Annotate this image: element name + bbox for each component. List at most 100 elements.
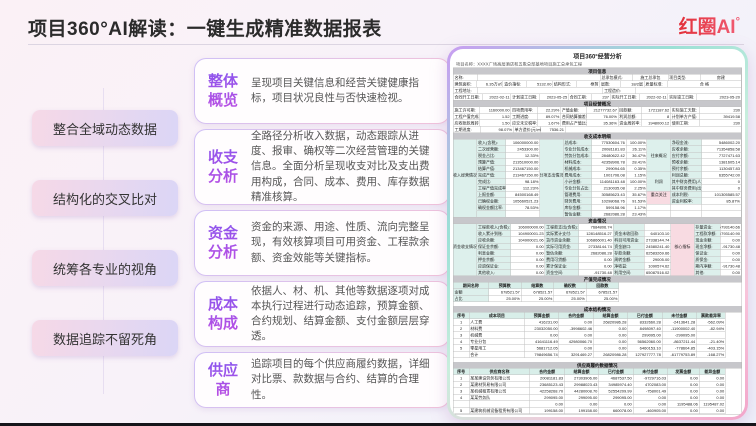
sheet-cell: 0.00 bbox=[598, 401, 634, 408]
sheet-cell bbox=[453, 146, 478, 153]
sheet-cell: 112.23% bbox=[505, 185, 540, 192]
sheet-cell bbox=[702, 204, 742, 211]
sheet-cell: -778604.85 bbox=[662, 345, 697, 352]
sheet-cell: 费用可贷额: bbox=[545, 256, 580, 263]
sheet-cell: 0.00 bbox=[720, 250, 742, 257]
sheet-cell bbox=[539, 211, 564, 218]
sheet-cell bbox=[539, 146, 564, 153]
sheet-cell bbox=[647, 185, 671, 192]
sheet-cell: 299095.00 bbox=[530, 394, 565, 401]
sheet-cell: 结算产值: bbox=[477, 165, 506, 172]
sheet-cell: 199158.00 bbox=[530, 407, 565, 414]
sheet-cell: 2682086.28 bbox=[579, 250, 614, 257]
sheet-cell bbox=[453, 152, 478, 159]
sheet-cell: 结构形式: bbox=[552, 81, 577, 88]
sheet-cell: 660078.00 bbox=[598, 407, 634, 414]
sheet-cell: 项目经营概况 bbox=[453, 100, 742, 107]
sheet-cell: 2 bbox=[453, 325, 470, 332]
sheet-cell: 0.00 bbox=[667, 407, 700, 414]
sheet-cell: 27338144.74 bbox=[644, 237, 671, 244]
sheet-cell bbox=[647, 146, 671, 153]
sheet-cell: 其他: bbox=[694, 269, 721, 276]
sheet-cell: 599158.96 bbox=[592, 204, 627, 211]
sheet-cell: 暂估金额: bbox=[563, 211, 593, 218]
sheet-cell bbox=[670, 230, 695, 237]
sheet-cell: 0.35% bbox=[626, 165, 648, 172]
pill-label: 整合全域动态数据 bbox=[52, 121, 157, 137]
sheet-cell bbox=[670, 263, 695, 270]
sheet-cell: -2413641.28 bbox=[662, 319, 697, 326]
card-funds-desc: 资金的来源、用途、性质、流向完整呈现，有效核算项目可用资金、工程款余额、资金效能… bbox=[251, 221, 430, 264]
sheet-cell: 1.17% bbox=[626, 204, 648, 211]
sheet-cell: 1721187.62 bbox=[641, 107, 671, 114]
sheet-row: 合同开工日期: 2022-02-11 计划竣工日期: 2023-05-25 合同工期: 2… bbox=[453, 94, 742, 101]
sheet-cell: 26.11% bbox=[626, 146, 648, 153]
brand-logo-text: 红圈AI bbox=[678, 17, 736, 38]
sheet-cell: 4 bbox=[453, 338, 470, 345]
sheet-cell: 299095.00 bbox=[564, 394, 599, 401]
sheet-cell: 2 bbox=[453, 381, 470, 388]
sheet-cell: 230 bbox=[699, 120, 742, 127]
sheet-cell: -3998602.46 bbox=[559, 325, 594, 332]
sheet-cell: 合同结算偏差率: bbox=[560, 113, 587, 120]
sheet-row: 利息金额: 0.00 暂估余额: 2682086.28 存款余额: 62583269.66… bbox=[453, 250, 742, 257]
sheet-cell: 劳务分包成本: bbox=[563, 152, 593, 159]
sheet-cell: 678521.57 bbox=[521, 289, 554, 296]
sheet-cell: 票款差异率 bbox=[696, 312, 726, 319]
sheet-row: 应收余额: 104900021.06 货币资金余额: 106866001.40 科目可用… bbox=[453, 237, 742, 244]
sheet-cell: 6355742.00 bbox=[702, 172, 742, 179]
sheet-cell: 1195488.06 bbox=[667, 401, 700, 408]
sheet-cell: 未付金额 bbox=[662, 312, 697, 319]
sheet-cell: 25.00% bbox=[586, 295, 619, 302]
sheet-cell: 230 bbox=[699, 107, 742, 114]
sheet-cell: 25.00% bbox=[488, 295, 522, 302]
brand-degree-mark: ° bbox=[735, 16, 740, 28]
sheet-cell bbox=[647, 139, 671, 146]
sheet-cell: 某机械租赁有限公司 bbox=[469, 388, 531, 395]
sheet-row: 预算产值: 213510000.00 材料成本: 42358906.78 28.41% 预… bbox=[453, 159, 742, 166]
card-income-expense-label: 收支 分析 bbox=[195, 130, 251, 204]
sheet-row: 0.00 0.00 0.00 0.00 1195488.06 1195487.02 bbox=[453, 401, 742, 408]
sheet-cell bbox=[453, 224, 478, 231]
sheet-cell: 其他收入: bbox=[477, 269, 512, 276]
card-supplier: 供应商 追踪项目的每个供应商履约数据，详细对比票、款数据与合约、结算的合理性。 bbox=[194, 352, 450, 408]
sheet-cell: 77530604.76 bbox=[592, 139, 627, 146]
sheet-cell: 资金周转率: bbox=[618, 120, 642, 127]
sheet-cell: 101305585.57 bbox=[702, 191, 742, 198]
sheet-cell: 213510000.00 bbox=[505, 159, 540, 166]
sheet-cell: 机械费 bbox=[469, 332, 525, 339]
sheet-cell bbox=[539, 165, 564, 172]
sheet-cell: 35.67% bbox=[626, 191, 648, 198]
sheet-cell: 0.00 bbox=[699, 381, 726, 388]
sheet-cell: 实际竣工日期: bbox=[668, 94, 697, 101]
sheet-cell: 10298068.76 bbox=[592, 198, 627, 205]
sheet-cell: 25.00% bbox=[553, 295, 587, 302]
sheet-cell: 62583269.66 bbox=[644, 250, 671, 257]
sheet-cell: 专业分包成本: bbox=[563, 146, 593, 153]
sheet-row: 序号 供应商名称 合约金额 结算金额 已付金额 未付金额 发票金额 差异金额 bbox=[453, 368, 742, 375]
sheet-cell: 23032050.00 bbox=[524, 325, 560, 332]
sheet-cell: 0.00 bbox=[593, 332, 628, 339]
sheet-cell bbox=[539, 198, 564, 205]
sheet-cell: 0.00 bbox=[530, 401, 565, 408]
sheet-cell bbox=[670, 256, 695, 263]
sheet-cell: 71354858.58 bbox=[702, 146, 742, 153]
sheet-cell: 工程款收入(含税): bbox=[477, 224, 512, 231]
sheet-cell: 现金净额: bbox=[694, 243, 721, 250]
sheet-cell bbox=[670, 211, 703, 218]
sheet-cell: 占比 bbox=[453, 295, 489, 302]
sheet-cell: -168.27% bbox=[696, 351, 726, 358]
sheet-cell: 合同工期: bbox=[568, 94, 593, 101]
sheet-cell: 91.53% bbox=[626, 198, 648, 205]
card-cost-composition: 成本 构成 依据人、材、机、其他等数据逐项对成本执行过程进行动态追踪，预算金额、合… bbox=[194, 281, 450, 347]
sheet-cell: 5 bbox=[453, 407, 470, 414]
sheet-cell: 机械成本: bbox=[563, 165, 593, 172]
sheet-cell: 应交未交税率: bbox=[511, 120, 538, 127]
sheet-cell: 1090574.62 bbox=[644, 263, 671, 270]
sheet-row: 工程产值完成率:1.52工期进度:89.07%合同结算偏差率:76.00%利润总… bbox=[453, 113, 742, 120]
sheet-cell: 0.00 bbox=[559, 319, 594, 326]
sheet-cell: 21277732.67 bbox=[586, 107, 619, 114]
sheet-cell: 收入累计到账: bbox=[477, 230, 512, 237]
sheet-cell: 实际施工天数: bbox=[670, 107, 700, 114]
sheet-row: 完成比: 98.18% 小计金额: 114081163.48 100.00% 利润 其中财务… bbox=[453, 178, 742, 185]
